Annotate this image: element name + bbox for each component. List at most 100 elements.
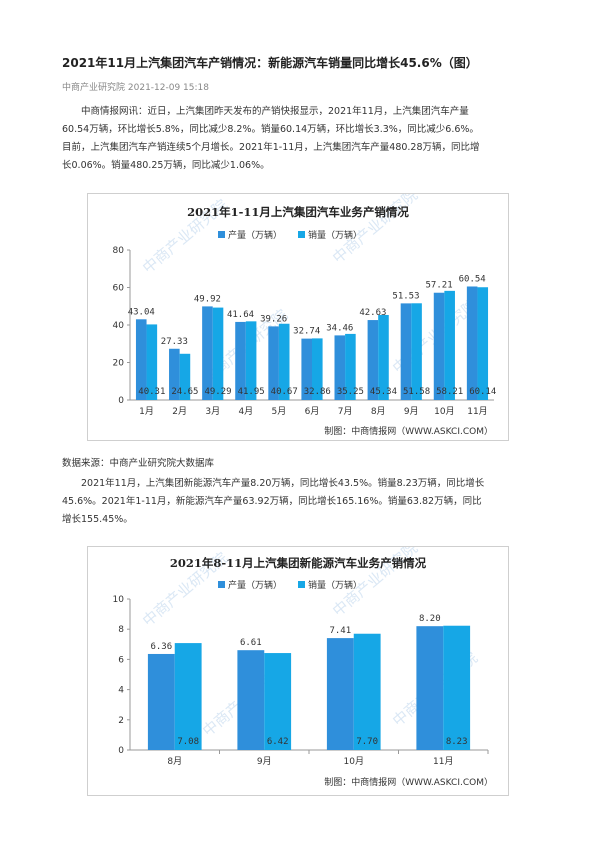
bar-sales [312, 338, 323, 400]
paragraph-line: 中商情报网讯：近日，上汽集团昨天发布的产销快报显示，2021年11月，上汽集团汽… [81, 106, 469, 117]
data-label: 24.65 [171, 387, 198, 397]
bar-sales [411, 303, 422, 400]
chart-total-sales-svg: 中商产业研究院中商产业研究院中商产业研究院中商产业研究院2021年1-11月上汽… [113, 194, 497, 437]
bar-production [237, 650, 265, 750]
legend-swatch [298, 581, 305, 588]
x-tick-label: 1月 [139, 406, 154, 417]
data-label: 7.41 [329, 626, 351, 636]
chart-nev-sales: 中商产业研究院中商产业研究院中商产业研究院中商产业研究院2021年8-11月上汽… [87, 546, 509, 796]
legend-swatch [298, 231, 305, 238]
bar-production [367, 320, 379, 400]
data-label: 60.54 [459, 274, 486, 284]
data-label: 42.63 [359, 308, 386, 318]
chart-title: 2021年1-11月上汽集团汽车业务产销情况 [187, 205, 409, 219]
bar-production [135, 319, 147, 400]
x-tick-label: 10月 [344, 756, 364, 767]
data-label: 51.58 [403, 387, 430, 397]
data-label: 60.14 [469, 387, 496, 397]
chart-credit: 制图：中商情报网（WWW.ASKCI.COM） [324, 776, 493, 788]
paragraph-line: 目前，上汽集团汽车产销连续5个月增长。2021年1-11月，上汽集团汽车产量48… [62, 142, 480, 153]
data-source-note: 数据来源：中商产业研究院大数据库 [62, 458, 215, 469]
y-tick-label: 40 [113, 321, 125, 331]
data-label: 6.42 [267, 737, 289, 747]
data-label: 6.36 [150, 642, 172, 652]
bar-production [416, 626, 444, 750]
y-tick-label: 0 [118, 746, 124, 756]
data-label: 8.20 [419, 614, 441, 624]
data-label: 34.46 [326, 323, 353, 333]
x-tick-label: 3月 [205, 406, 220, 417]
x-tick-label: 9月 [257, 756, 272, 767]
y-tick-label: 6 [118, 655, 124, 665]
x-tick-label: 4月 [238, 406, 253, 417]
data-label: 27.33 [161, 337, 188, 347]
bar-production [169, 348, 180, 400]
bar-production [147, 653, 175, 750]
paragraph-line: 60.54万辆，环比增长5.8%，同比减少8.2%。销量60.14万辆，环比增长… [62, 124, 479, 135]
legend-label: 销量（万辆） [308, 229, 362, 241]
bar-production [202, 306, 213, 400]
data-label: 7.08 [177, 737, 199, 747]
bar-sales [444, 290, 455, 400]
bar-sales [353, 633, 381, 750]
legend-label: 产量（万辆） [228, 579, 282, 591]
x-tick-label: 9月 [404, 406, 419, 417]
bar-sales [245, 321, 257, 400]
article-datetime: 2021-12-09 15:18 [127, 83, 209, 93]
data-label: 41.64 [227, 310, 254, 320]
data-label: 49.92 [194, 294, 221, 304]
chart-nev-sales-svg: 中商产业研究院中商产业研究院中商产业研究院中商产业研究院2021年8-11月上汽… [113, 547, 493, 788]
bar-sales [146, 324, 158, 400]
article-title: 2021年11月上汽集团汽车产销情况：新能源汽车销量同比增长45.6%（图） [62, 56, 478, 70]
data-label: 45.34 [370, 387, 397, 397]
paragraph-line: 45.6%。2021年1-11月，新能源汽车产量63.92万辆，同比增长165.… [62, 496, 482, 507]
y-tick-label: 0 [118, 396, 124, 406]
bar-sales [443, 625, 471, 750]
x-tick-label: 6月 [305, 406, 320, 417]
data-label: 6.61 [240, 638, 262, 648]
y-tick-label: 20 [113, 359, 125, 369]
bar-sales [278, 323, 290, 400]
bar-production [268, 326, 279, 400]
chart-total-sales: 中商产业研究院中商产业研究院中商产业研究院中商产业研究院2021年1-11月上汽… [87, 193, 509, 441]
bar-production [301, 338, 312, 400]
data-label: 40.31 [138, 387, 165, 397]
data-label: 41.95 [238, 387, 265, 397]
x-tick-label: 11月 [433, 756, 453, 767]
article-source[interactable]: 中商产业研究院 [62, 83, 126, 93]
data-label: 51.53 [392, 291, 419, 301]
y-tick-label: 80 [113, 246, 125, 256]
bar-production [433, 292, 445, 400]
data-label: 8.23 [446, 737, 468, 747]
bar-sales [264, 653, 292, 750]
bar-sales [212, 307, 224, 400]
x-tick-label: 2月 [172, 406, 187, 417]
legend-swatch [218, 581, 225, 588]
data-label: 39.26 [260, 314, 287, 324]
bar-sales [174, 643, 202, 750]
paragraph-line: 长0.06%。销量480.25万辆，同比减少1.06%。 [62, 160, 270, 171]
bar-production [326, 638, 354, 750]
legend-swatch [218, 231, 225, 238]
bar-sales [378, 314, 389, 400]
y-tick-label: 60 [113, 284, 125, 294]
y-tick-label: 10 [113, 595, 125, 605]
y-tick-label: 2 [118, 716, 124, 726]
chart-credit: 制图：中商情报网（WWW.ASKCI.COM） [324, 425, 493, 437]
x-tick-label: 5月 [272, 406, 287, 417]
data-label: 43.04 [128, 307, 155, 317]
y-tick-label: 4 [118, 686, 124, 696]
bar-production [235, 321, 246, 400]
data-label: 32.74 [293, 327, 320, 337]
chart-title: 2021年8-11月上汽集团新能源汽车业务产销情况 [170, 556, 427, 570]
x-tick-label: 10月 [434, 406, 454, 417]
legend-label: 产量（万辆） [228, 229, 282, 241]
bar-sales [477, 287, 489, 400]
bar-production [400, 303, 412, 400]
y-tick-label: 8 [118, 625, 124, 635]
x-tick-label: 8月 [371, 406, 386, 417]
data-label: 40.67 [271, 387, 298, 397]
paragraph-1: 中商情报网讯：近日，上汽集团昨天发布的产销快报显示，2021年11月，上汽集团汽… [62, 103, 538, 175]
bar-production [334, 335, 346, 400]
bar-sales [179, 353, 191, 400]
